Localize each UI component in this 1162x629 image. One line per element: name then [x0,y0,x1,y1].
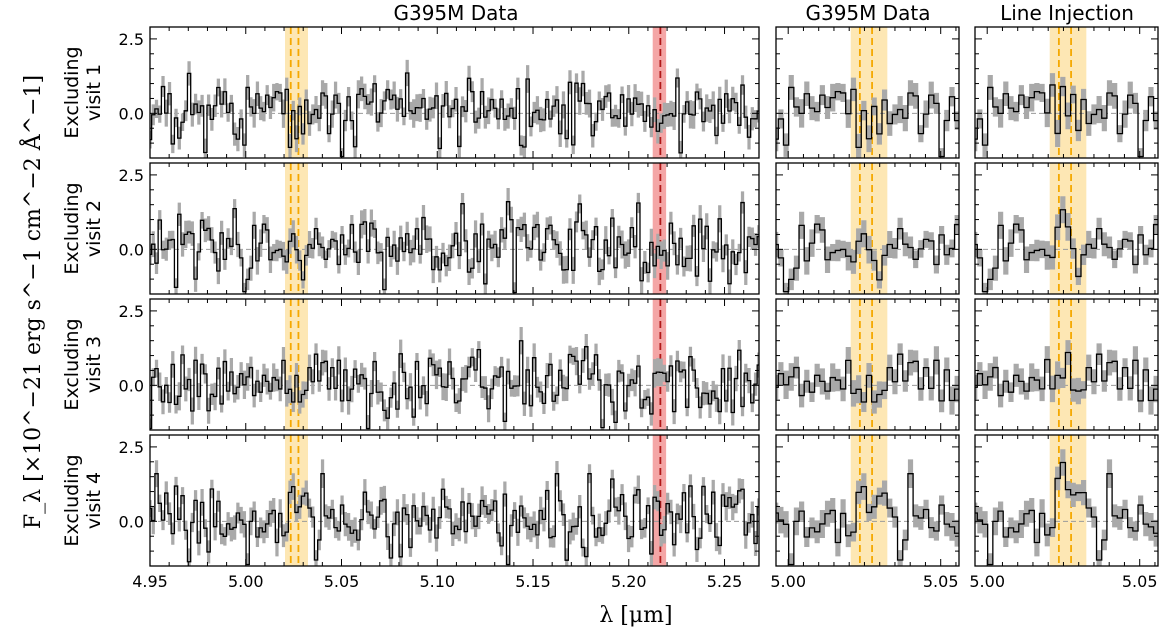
uncertainty-band [150,327,759,430]
panel-r4-c1: 0.0 2.5 4.95 5.00 5.05 5.10 5.15 5.20 5.25 [119,434,760,591]
column-title-2: G395M Data [805,1,930,25]
flux-step-line [975,351,1158,402]
x-tick-label: 5.10 [419,572,455,591]
panel-r1-c2 [775,26,960,159]
panel-r3-c1: 0.0 2.5 [119,298,760,431]
row-label-line1: Excluding [61,318,83,410]
uncertainty-band [975,340,1158,415]
panel-r1-c3 [974,26,1159,159]
panel-content [975,435,1158,566]
panel-content [150,27,759,158]
y-axis-label: F_λ [×10^−21 erg s^−1 cm^−2 Å^−1] [18,75,46,529]
row-label-group: Excluding visit 4 [61,454,105,546]
panel-content [975,299,1158,430]
panel-frame [775,162,960,295]
y-tick-label: 0.0 [119,376,144,395]
column-title-1: G395M Data [393,1,518,25]
x-tick-label: 5.00 [770,572,806,591]
y-axis-label-group: F_λ [×10^−21 erg s^−1 cm^−2 Å^−1] [18,75,46,529]
row-label-group: Excluding visit 3 [61,318,105,410]
y-tick-label: 0.0 [119,104,144,123]
panel-content [150,435,759,566]
uncertainty-band [975,449,1158,566]
flux-step-line [776,223,959,293]
panel-content [776,435,959,566]
x-tick-label: 5.20 [611,572,647,591]
orange-highlight-band [285,435,308,566]
x-tick-label: 5.15 [515,572,551,591]
uncertainty-band [150,459,759,566]
panel-frame [149,434,760,567]
row-label-group: Excluding visit 1 [61,46,105,138]
panel-r2-c1: 0.0 2.5 [119,162,760,295]
panel-r2-c2 [775,162,960,295]
uncertainty-band [975,196,1158,294]
panel-r3-c2 [775,298,960,431]
x-tick-label: 5.00 [969,572,1005,591]
row-label-line1: Excluding [61,182,83,274]
panel-frame [775,26,960,159]
panel-content [776,163,959,294]
x-tick-label: 4.95 [132,572,168,591]
panel-content [776,27,959,158]
y-tick-label: 2.5 [119,302,144,321]
panel-content [776,299,959,430]
x-tick-label: 5.25 [707,572,743,591]
row-label-line1: Excluding [61,454,83,546]
panel-frame [974,434,1159,567]
panel-frame [149,26,760,159]
y-tick-label: 2.5 [119,166,144,185]
panel-content [975,163,1158,294]
y-tick-label: 2.5 [119,30,144,49]
row-label-line2: visit 1 [83,64,105,121]
y-tick-label: 2.5 [119,438,144,457]
row-label-line2: visit 2 [83,200,105,257]
x-axis-label: λ [μm] [599,603,672,628]
x-tick-label: 5.05 [923,572,959,591]
panel-r2-c3 [974,162,1159,295]
flux-step-line [975,461,1158,566]
flux-step-line [150,340,759,430]
panel-r4-c3: 5.00 5.05 [969,434,1159,591]
panel-frame [974,162,1159,295]
flux-step-line [150,473,759,566]
row-label-line1: Excluding [61,46,83,138]
y-tick-label: 0.0 [119,512,144,531]
row-label-line2: visit 3 [83,336,105,393]
flux-step-line [150,201,759,294]
flux-step-line [776,473,959,566]
flux-step-line [975,209,1158,293]
x-tick-label: 5.05 [1122,572,1158,591]
panel-frame [149,298,760,431]
flux-step-line [150,72,759,158]
row-label-line2: visit 4 [83,472,105,529]
row-label-group: Excluding visit 2 [61,182,105,274]
panel-r4-c2: 5.00 5.05 [770,434,960,591]
panel-r1-c1: 0.0 2.5 [119,26,760,159]
column-title-3: Line Injection [1000,1,1134,25]
flux-step-line [975,84,1158,158]
flux-step-line [776,353,959,403]
x-tick-label: 5.00 [228,572,264,591]
flux-step-line [776,86,959,158]
y-tick-label: 0.0 [119,240,144,259]
panel-frame [775,434,960,567]
panel-r3-c3 [974,298,1159,431]
x-tick-label: 5.05 [324,572,360,591]
panel-frame [775,298,960,431]
panel-content [150,163,759,294]
uncertainty-band [776,211,959,294]
panel-frame [974,298,1159,431]
panel-content [975,27,1158,158]
panel-frame [974,26,1159,159]
panel-content [150,299,759,430]
orange-highlight-band [285,163,308,294]
panel-frame [149,162,760,295]
